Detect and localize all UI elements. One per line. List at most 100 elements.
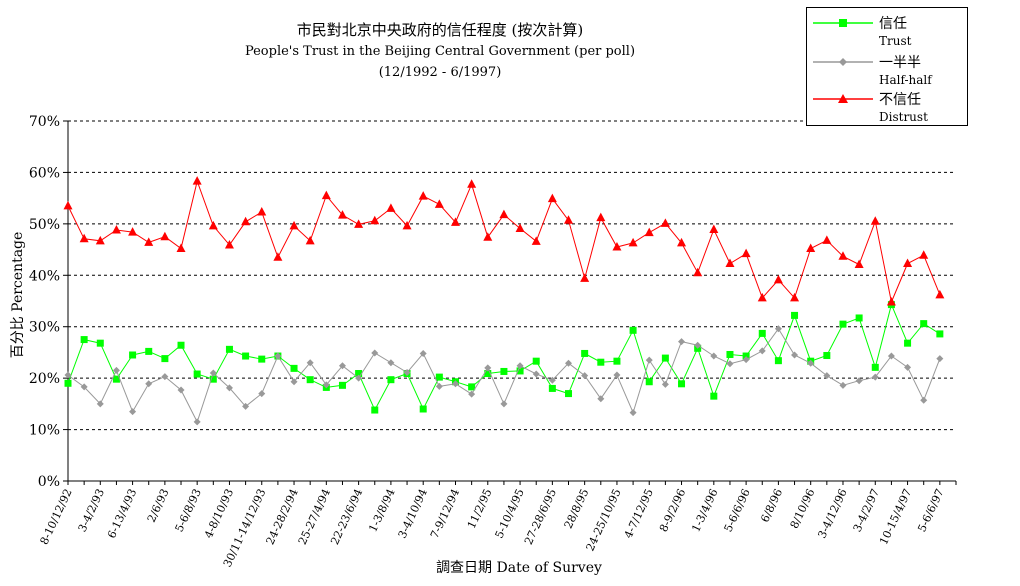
data-point-half-half: [338, 362, 346, 370]
data-point-distrust: [467, 179, 477, 188]
data-point-distrust: [580, 273, 590, 282]
data-point-half-half: [322, 381, 330, 389]
data-point-distrust: [273, 252, 283, 261]
data-point-trust: [645, 378, 653, 386]
data-point-trust: [742, 352, 750, 360]
data-point-half-half: [629, 409, 637, 417]
data-point-distrust: [612, 242, 622, 251]
data-point-half-half: [887, 352, 895, 360]
data-point-half-half: [855, 377, 863, 385]
data-point-trust: [613, 357, 621, 365]
data-point-half-half: [242, 402, 250, 410]
data-point-distrust: [257, 207, 267, 216]
data-point-distrust: [838, 251, 848, 260]
data-point-distrust: [806, 243, 816, 253]
data-point-distrust: [757, 292, 767, 302]
x-tick-label: 5-6/8/93: [173, 487, 204, 534]
data-point-distrust: [628, 237, 638, 247]
data-point-distrust: [499, 209, 509, 219]
data-point-trust: [161, 355, 169, 363]
data-point-trust: [193, 370, 201, 378]
x-tick-label: 6/8/96: [758, 487, 785, 525]
data-point-distrust: [483, 232, 493, 241]
data-point-half-half: [290, 378, 298, 386]
y-tick-label: 60%: [29, 165, 60, 181]
chart-subtitle: People's Trust in the Beijing Central Go…: [244, 44, 636, 59]
data-point-trust: [774, 357, 782, 365]
data-point-distrust: [822, 235, 832, 244]
x-tick-label: 22-23/6/94: [328, 487, 365, 547]
data-point-trust: [64, 379, 72, 387]
data-point-trust: [387, 376, 395, 384]
data-point-trust: [726, 350, 734, 358]
data-point-half-half: [355, 374, 363, 382]
data-point-trust: [112, 375, 120, 383]
data-point-distrust: [434, 199, 444, 208]
data-point-half-half: [500, 400, 508, 408]
data-point-distrust: [886, 297, 896, 306]
data-point-distrust: [144, 237, 154, 246]
data-point-trust: [258, 355, 266, 363]
data-point-trust: [242, 352, 250, 360]
x-tick-label: 6-13/4/93: [105, 487, 139, 541]
y-axis-label: 百分比 Percentage: [10, 232, 26, 359]
x-tick-label: 3-4/10/94: [396, 487, 430, 541]
series-line-trust: [67, 303, 941, 412]
data-point-distrust: [208, 220, 218, 230]
data-point-half-half: [742, 356, 750, 364]
gridlines: [68, 120, 956, 431]
data-point-half-half: [306, 359, 314, 367]
data-point-distrust: [241, 216, 251, 226]
data-point-trust: [177, 341, 185, 349]
series-group: [63, 176, 945, 426]
data-point-half-half: [419, 349, 427, 357]
data-point-half-half: [209, 369, 217, 377]
data-point-half-half: [565, 359, 573, 367]
data-point-half-half: [694, 341, 702, 349]
data-point-distrust: [192, 176, 202, 185]
x-tick-label: 4-8/10/93: [202, 487, 236, 541]
data-point-half-half: [468, 390, 476, 398]
chart-title: 市民對北京中央政府的信任程度 (按次計算): [296, 21, 584, 39]
x-axis-label: 調查日期 Date of Survey: [436, 560, 602, 576]
data-point-half-half: [387, 359, 395, 367]
y-axis: 0% 10% 20% 30% 40% 50% 60% 70%: [29, 114, 69, 490]
data-point-half-half: [904, 363, 912, 371]
data-point-half-half: [936, 355, 944, 363]
data-point-distrust: [450, 217, 460, 226]
data-point-half-half: [435, 382, 443, 390]
data-point-trust: [468, 383, 476, 391]
data-point-half-half: [112, 366, 120, 374]
x-tick-label: 24-25/10/95: [584, 487, 624, 553]
chart-period: (12/1992 - 6/1997): [378, 65, 502, 80]
x-tick-label: 1-3/4/96: [689, 487, 720, 534]
x-tick-label: 8-9/2/96: [657, 487, 688, 534]
data-point-half-half: [177, 386, 185, 394]
data-point-half-half: [451, 380, 459, 388]
data-point-half-half: [581, 372, 589, 380]
data-point-distrust: [725, 258, 735, 267]
data-point-distrust: [644, 227, 654, 237]
data-point-half-half: [161, 373, 169, 381]
legend-item-distrust: 不信任 Distrust: [807, 88, 967, 126]
data-point-half-half: [129, 408, 137, 416]
data-point-trust: [484, 370, 492, 378]
x-axis: 8-10/12/92 3-4/2/936-13/4/93 2/6/93 5-6/8/9…: [38, 480, 957, 569]
data-point-distrust: [515, 223, 525, 232]
data-point-half-half: [64, 371, 72, 379]
data-point-half-half: [710, 352, 718, 360]
legend-item-half-half: 一半半 Half-half: [807, 51, 967, 89]
data-point-distrust: [854, 259, 864, 268]
x-tick-label: 1-3/8/94: [366, 487, 397, 534]
data-point-distrust: [289, 220, 299, 230]
data-point-trust: [710, 392, 718, 400]
data-point-distrust: [176, 243, 186, 253]
x-tick-label: 8/10/96: [788, 487, 818, 531]
data-point-distrust: [660, 218, 670, 227]
x-tick-label: 5-6/6/97: [915, 487, 946, 534]
x-tick-label: 4-7/12/95: [622, 487, 656, 541]
x-tick-label: 7-9/12/94: [428, 487, 462, 541]
data-point-half-half: [774, 325, 782, 333]
data-point-distrust: [305, 235, 315, 245]
